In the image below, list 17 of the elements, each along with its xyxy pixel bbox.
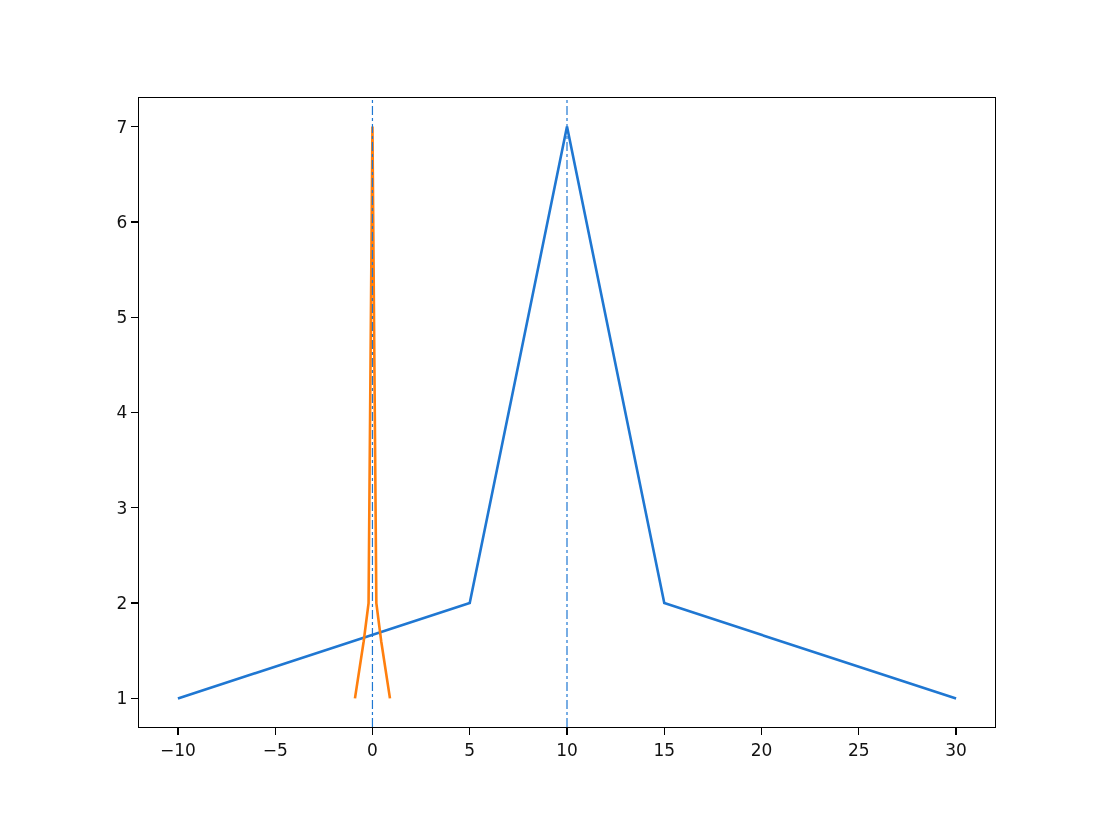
- x-tick-label: 25: [848, 739, 870, 760]
- y-tick-label: 4: [116, 402, 128, 423]
- x-tick-label: −5: [262, 739, 288, 760]
- y-tick-label: 6: [116, 211, 128, 232]
- line-series: [353, 125, 392, 700]
- x-tick-label: 5: [464, 739, 476, 760]
- y-tick-label: 3: [116, 497, 128, 518]
- y-tick-label: 7: [116, 116, 128, 137]
- x-tick-label: 20: [750, 739, 773, 760]
- y-tick-label: 5: [116, 307, 128, 328]
- y-tick-label: 1: [116, 688, 128, 709]
- x-tick-label: 0: [367, 739, 378, 760]
- x-tick-label: 30: [945, 739, 967, 760]
- x-tick-label: −10: [159, 739, 196, 760]
- y-tick-label: 2: [116, 593, 128, 614]
- x-tick-label: 15: [653, 739, 676, 760]
- x-tick-label: 10: [556, 739, 578, 760]
